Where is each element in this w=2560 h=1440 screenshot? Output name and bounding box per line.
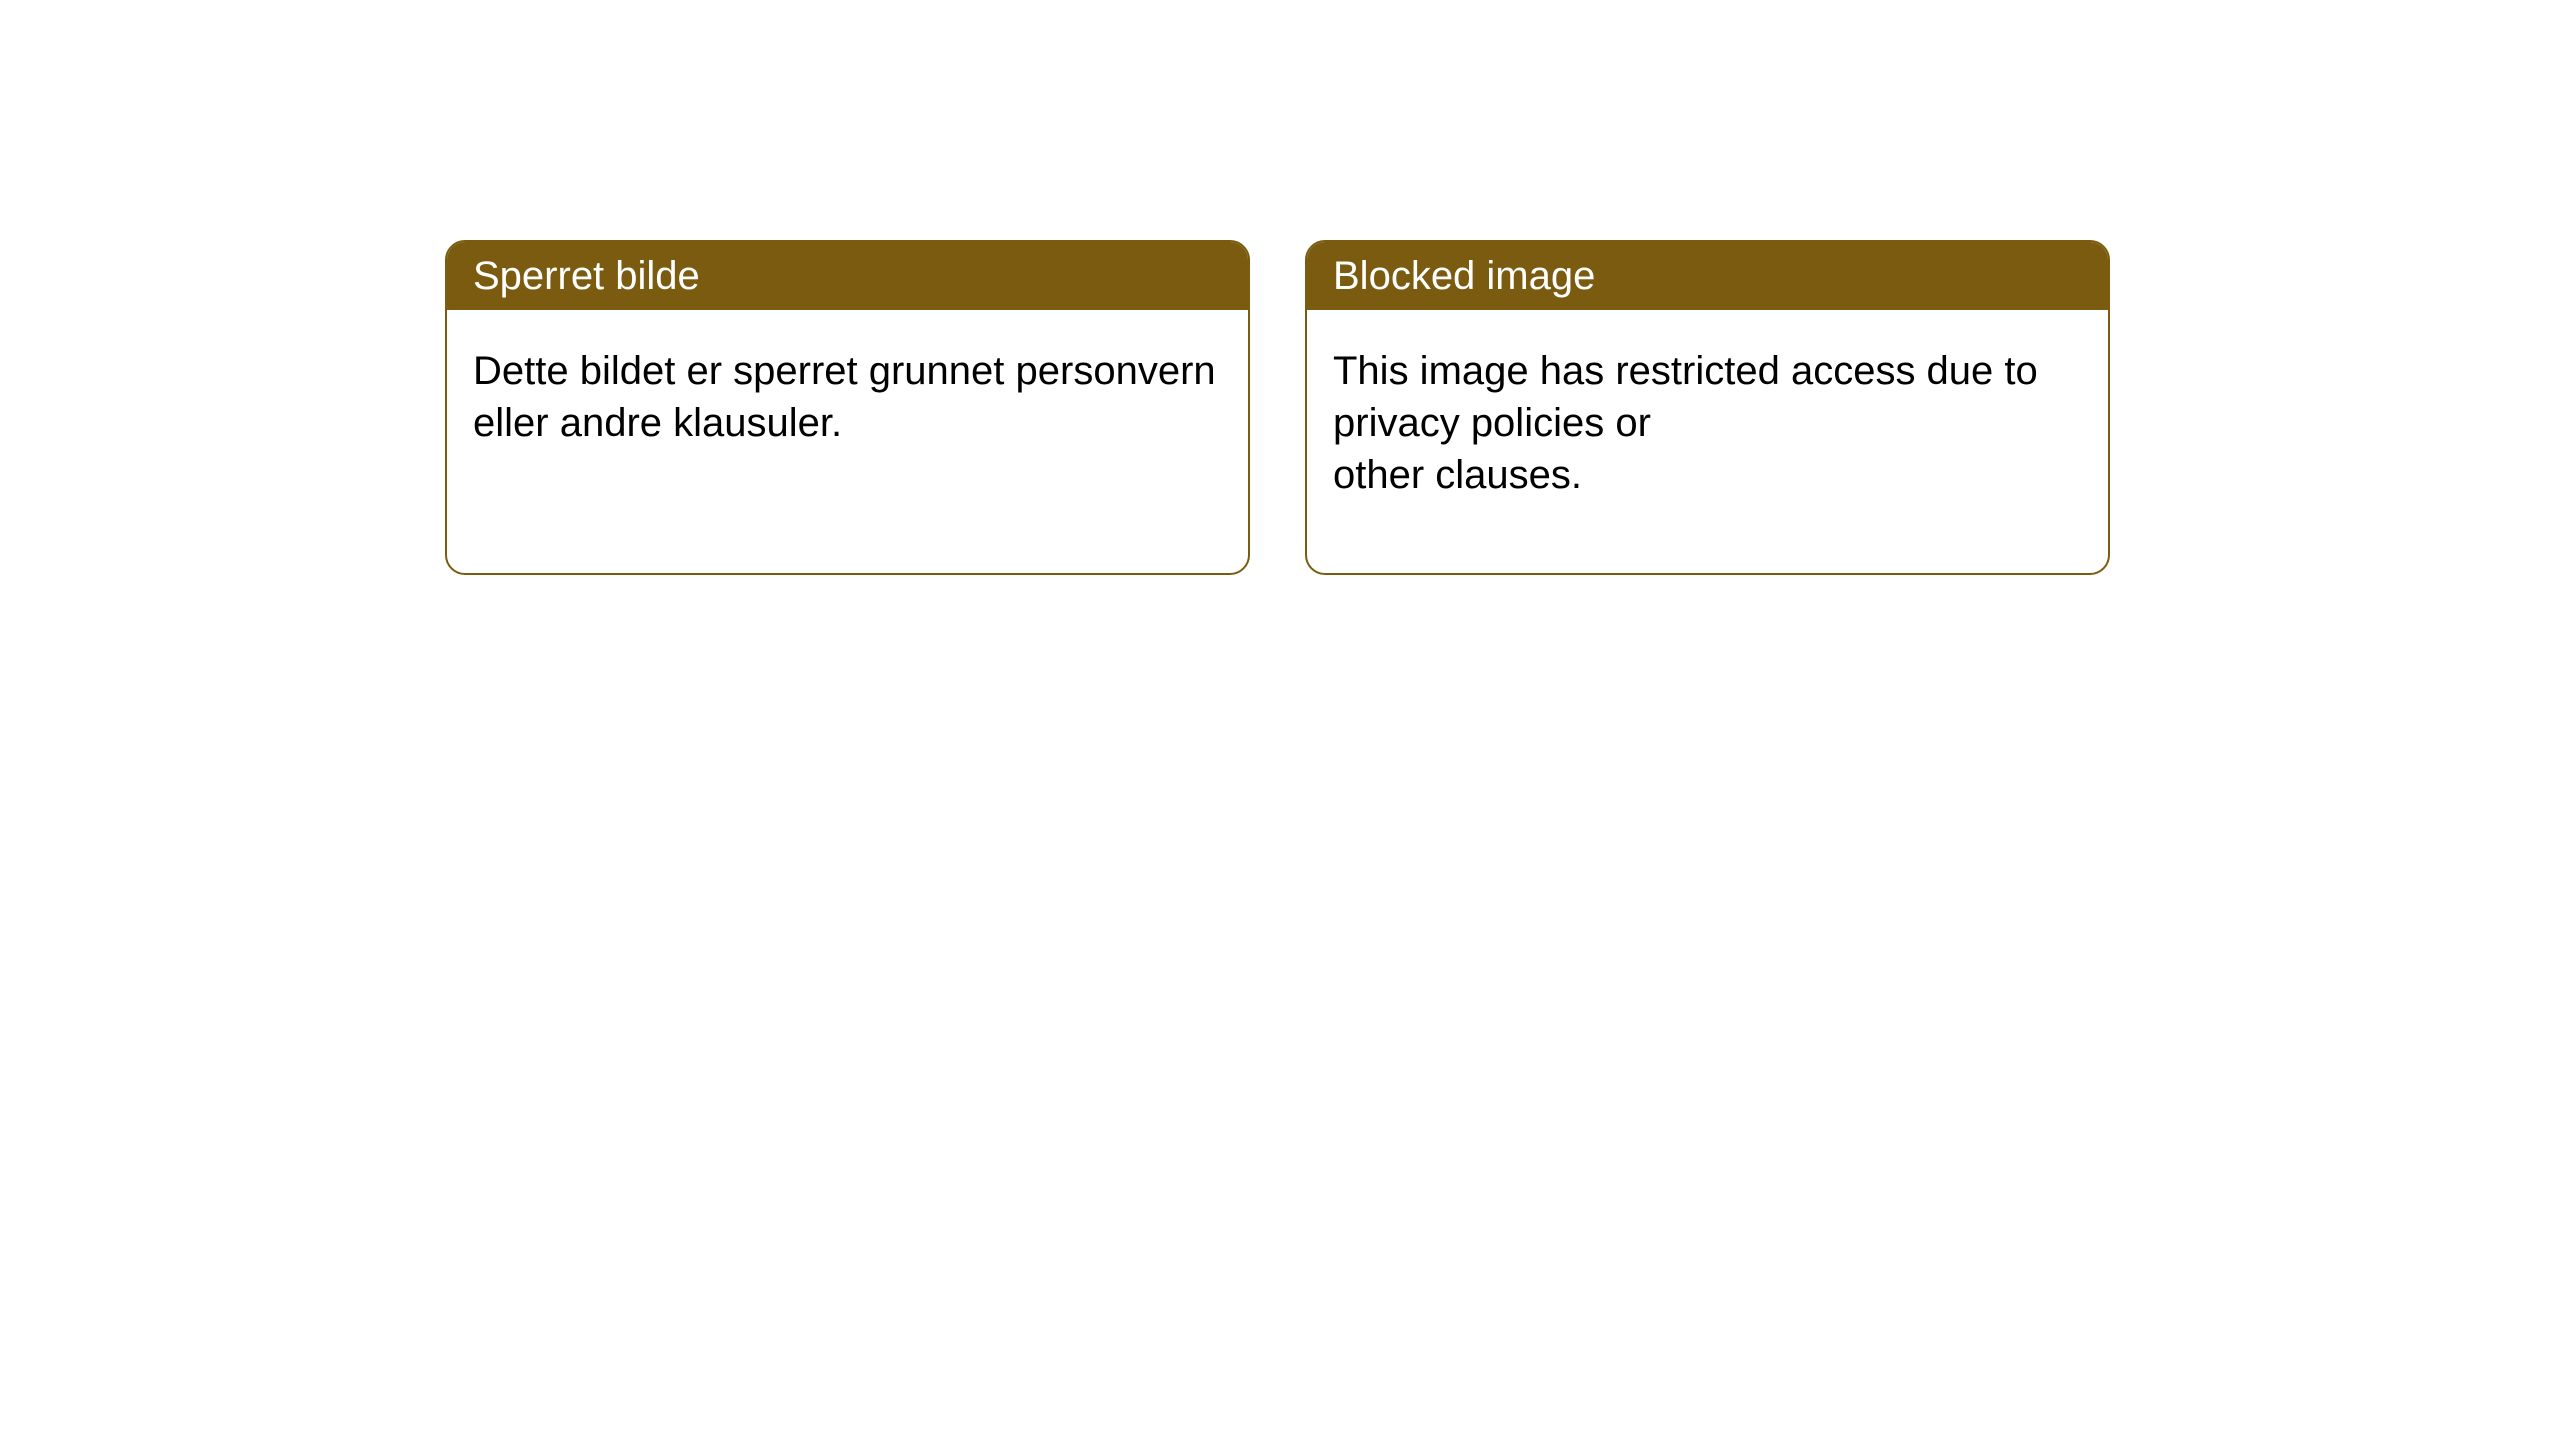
notice-card-title: Sperret bilde bbox=[447, 242, 1248, 310]
notice-card-body: Dette bildet er sperret grunnet personve… bbox=[447, 310, 1248, 475]
notice-card-no: Sperret bilde Dette bildet er sperret gr… bbox=[445, 240, 1250, 575]
notice-container: Sperret bilde Dette bildet er sperret gr… bbox=[0, 0, 2560, 575]
notice-card-body: This image has restricted access due to … bbox=[1307, 310, 2108, 527]
notice-card-title: Blocked image bbox=[1307, 242, 2108, 310]
notice-card-en: Blocked image This image has restricted … bbox=[1305, 240, 2110, 575]
